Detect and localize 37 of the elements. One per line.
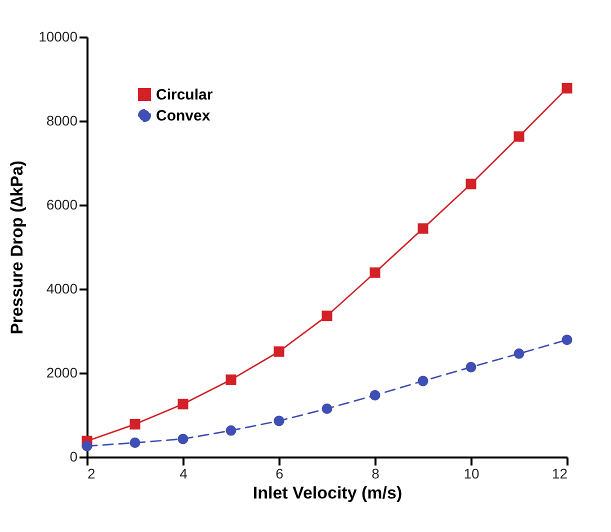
point [82,440,92,452]
point [418,376,428,386]
x-tick-label: 6 [276,466,284,482]
point [466,178,476,190]
y-tick-label: 4000 [46,280,78,296]
point [466,362,476,372]
x-tick-label: 4 [180,466,188,482]
point [226,425,236,436]
x-tick-label: 2 [88,466,96,482]
point [130,437,140,448]
point [562,82,572,94]
x-tick-label: 12 [552,466,568,482]
point [322,310,332,322]
y-axis-title: Pressure Drop (∆kPa) [8,160,27,334]
point [226,374,236,385]
point [322,403,332,414]
point [514,131,524,142]
point [178,434,188,444]
point [178,398,188,410]
point [418,223,428,234]
point [562,334,572,346]
point [370,390,380,400]
point [514,348,524,359]
x-axis-title: Inlet Velocity (m/s) [252,484,402,502]
y-tick-label: 6000 [46,196,78,212]
x-tick-label: 8 [372,466,380,482]
legend-label: Circular [156,86,213,104]
legend-label: Convex [156,108,211,124]
y-tick-label: 0 [70,448,78,464]
y-tick-label: 8000 [46,112,78,128]
y-tick-label: 10000 [38,28,78,44]
x-tick-label: 10 [464,466,480,482]
point [370,267,380,278]
point [130,418,140,430]
y-tick-label: 2000 [46,364,78,380]
point [274,346,284,357]
point [274,416,284,426]
